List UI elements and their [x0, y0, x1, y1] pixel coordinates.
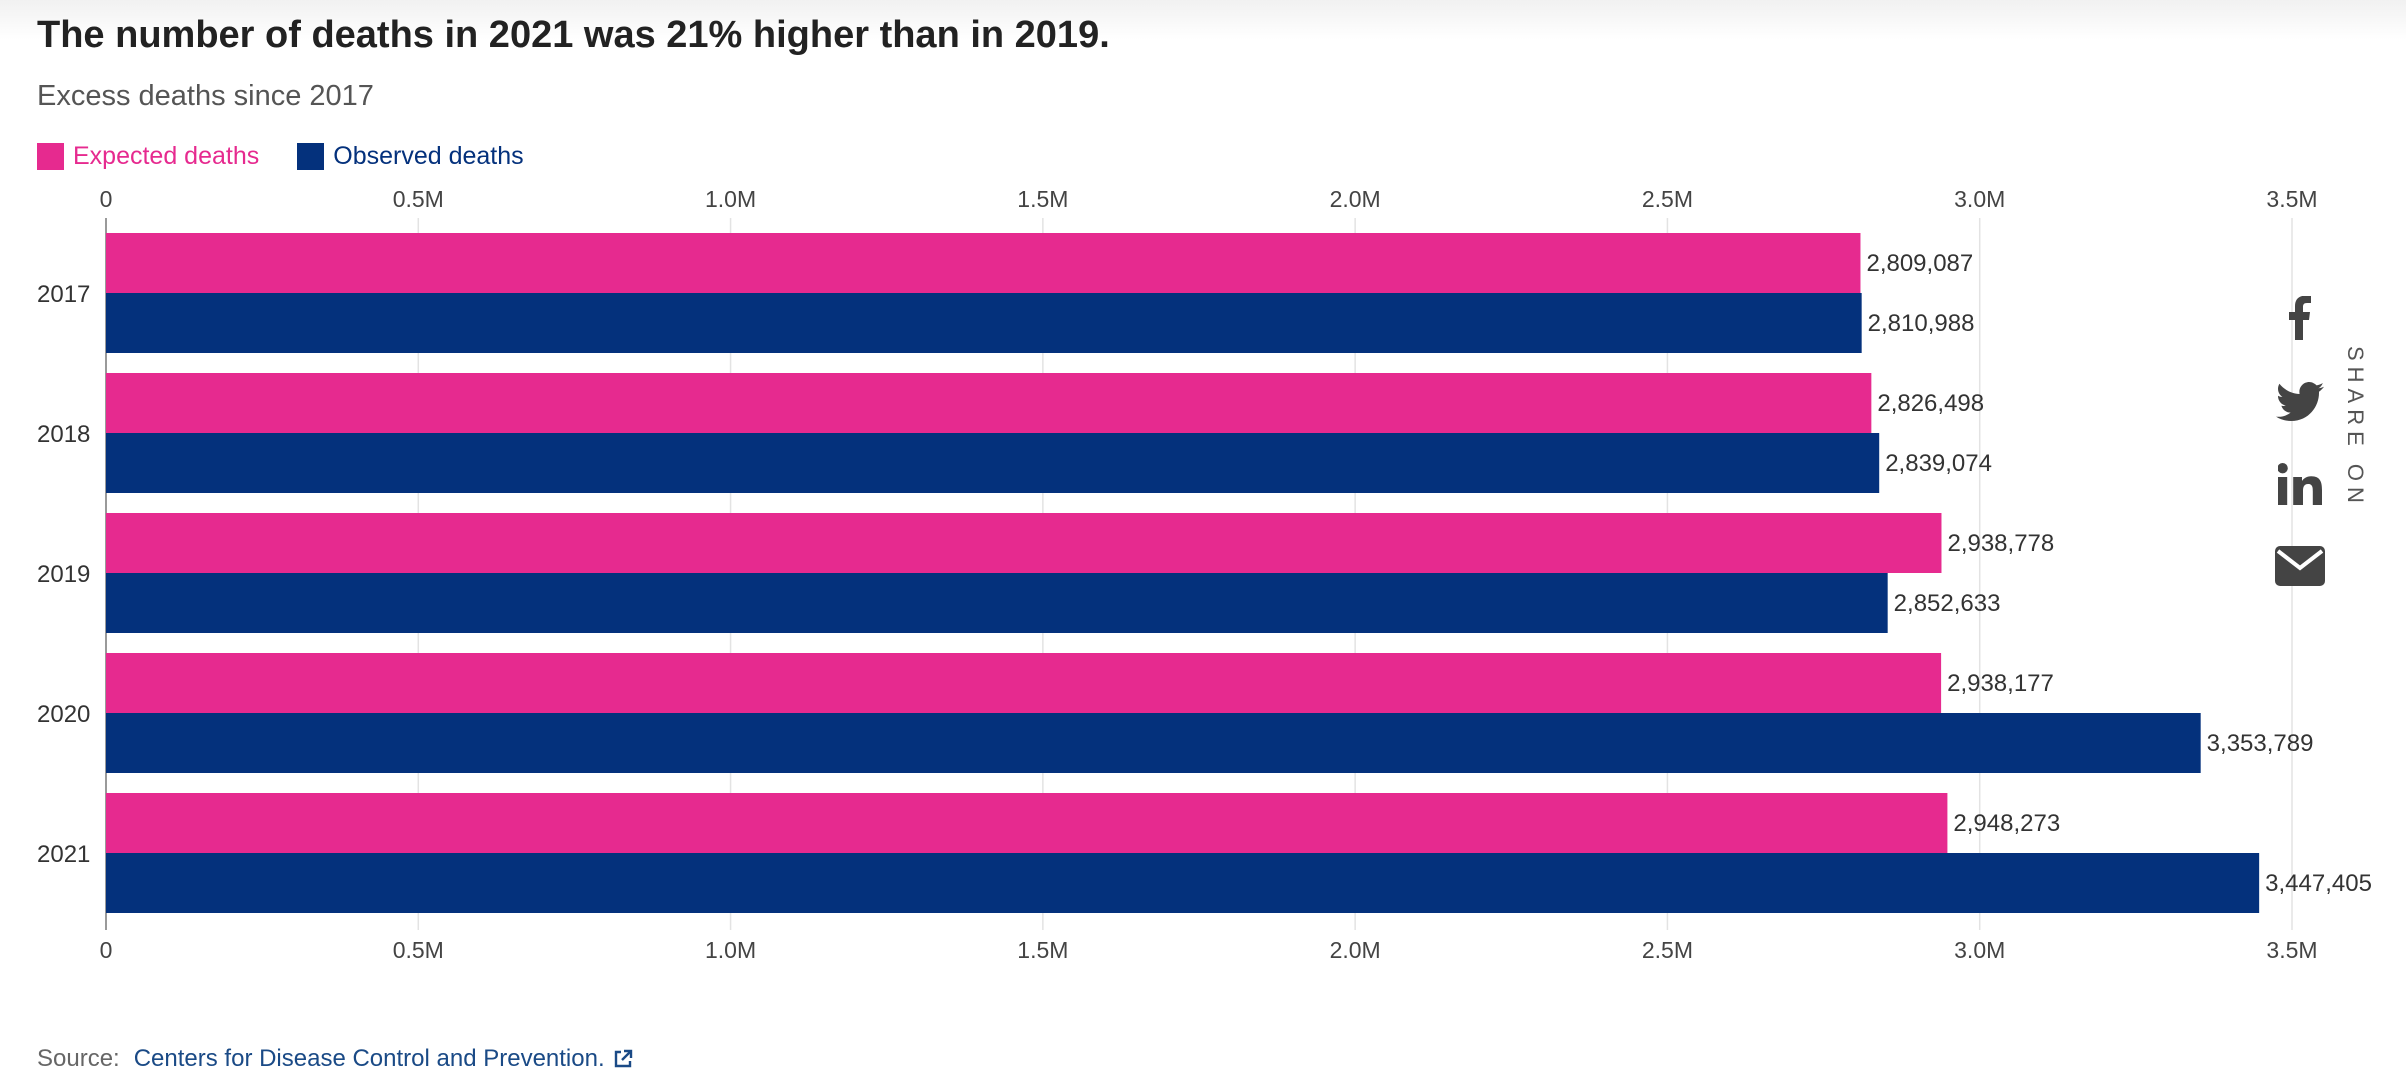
- value-label: 2,938,778: [1947, 530, 2054, 557]
- bar-expected: [106, 373, 1872, 433]
- legend-swatch-observed: [297, 142, 325, 170]
- value-label: 2,938,177: [1947, 670, 2054, 697]
- share-panel: SHARE ON: [2268, 290, 2378, 610]
- legend: Expected deaths Observed deaths: [37, 139, 524, 173]
- legend-item-observed[interactable]: Observed deaths: [297, 141, 524, 171]
- value-label: 2,810,988: [1868, 310, 1975, 337]
- value-label: 2,852,633: [1894, 590, 2001, 617]
- legend-item-expected[interactable]: Expected deaths: [37, 142, 259, 171]
- x-tick-label-top: 1.5M: [1017, 186, 1068, 212]
- x-tick-label-bottom: 1.5M: [1017, 937, 1068, 963]
- bar-observed: [106, 573, 1888, 633]
- bar-expected: [106, 513, 1942, 573]
- x-tick-label-top: 3.5M: [2266, 186, 2317, 212]
- x-tick-label-top: 1.0M: [705, 186, 756, 212]
- value-label: 2,826,498: [1877, 390, 1984, 417]
- x-tick-label-top: 0.5M: [393, 186, 444, 212]
- legend-label-expected: Expected deaths: [73, 141, 260, 170]
- chart-title: The number of deaths in 2021 was 21% hig…: [37, 14, 1110, 56]
- linkedin-icon[interactable]: [2268, 456, 2332, 512]
- category-label: 2018: [37, 421, 90, 448]
- chart-subtitle: Excess deaths since 2017: [37, 80, 374, 112]
- source-link-text: Centers for Disease Control and Preventi…: [133, 1045, 605, 1072]
- x-tick-label-bottom: 3.5M: [2266, 937, 2317, 963]
- bar-chart: 0 0 0.5M 0.5M 1.0M 1.0M 1.5M 1.5M 2.0M 2.0M 2.5M 2.…: [37, 186, 2372, 963]
- x-tick-label-bottom: 3.0M: [1954, 937, 2005, 963]
- value-label: 2,839,074: [1885, 450, 1992, 477]
- value-label: 3,353,789: [2207, 730, 2314, 757]
- source-label: Source:: [37, 1045, 120, 1072]
- external-link-icon[interactable]: [613, 1049, 633, 1069]
- value-label: 2,809,087: [1866, 250, 1973, 277]
- x-tick-label-bottom: 0.5M: [393, 937, 444, 963]
- source-line: Source: Centers for Disease Control and …: [37, 1043, 633, 1075]
- x-tick-label-top: 2.0M: [1330, 186, 1381, 212]
- bar-observed: [106, 293, 1862, 353]
- bar-observed: [106, 853, 2260, 913]
- bar-observed: [106, 713, 2201, 773]
- value-label: 3,447,405: [2265, 870, 2372, 897]
- x-tick-label-top: 2.5M: [1642, 186, 1693, 212]
- legend-swatch-expected: [37, 142, 64, 170]
- facebook-icon[interactable]: [2268, 290, 2332, 346]
- x-tick-label-bottom: 1.0M: [705, 937, 756, 963]
- x-tick-label-bottom: 0: [100, 937, 113, 963]
- bar-expected: [106, 233, 1861, 293]
- x-tick-label-bottom: 2.5M: [1642, 937, 1693, 963]
- bar-expected: [106, 653, 1942, 713]
- header-shade: [0, 0, 2406, 40]
- email-icon[interactable]: [2268, 538, 2332, 594]
- category-label: 2019: [37, 561, 90, 588]
- bar-observed: [106, 433, 1880, 493]
- x-tick-label-top: 0: [100, 186, 113, 212]
- x-tick-label-bottom: 2.0M: [1330, 937, 1381, 963]
- twitter-icon[interactable]: [2268, 374, 2332, 430]
- category-label: 2020: [37, 701, 90, 728]
- category-label: 2017: [37, 281, 90, 308]
- legend-label-observed: Observed deaths: [333, 141, 524, 170]
- x-tick-label-top: 3.0M: [1954, 186, 2005, 212]
- source-link[interactable]: Centers for Disease Control and Preventi…: [134, 1045, 605, 1073]
- value-label: 2,948,273: [1953, 810, 2060, 837]
- bar-expected: [106, 793, 1948, 853]
- share-on-label: SHARE ON: [2343, 346, 2368, 509]
- category-label: 2021: [37, 841, 90, 868]
